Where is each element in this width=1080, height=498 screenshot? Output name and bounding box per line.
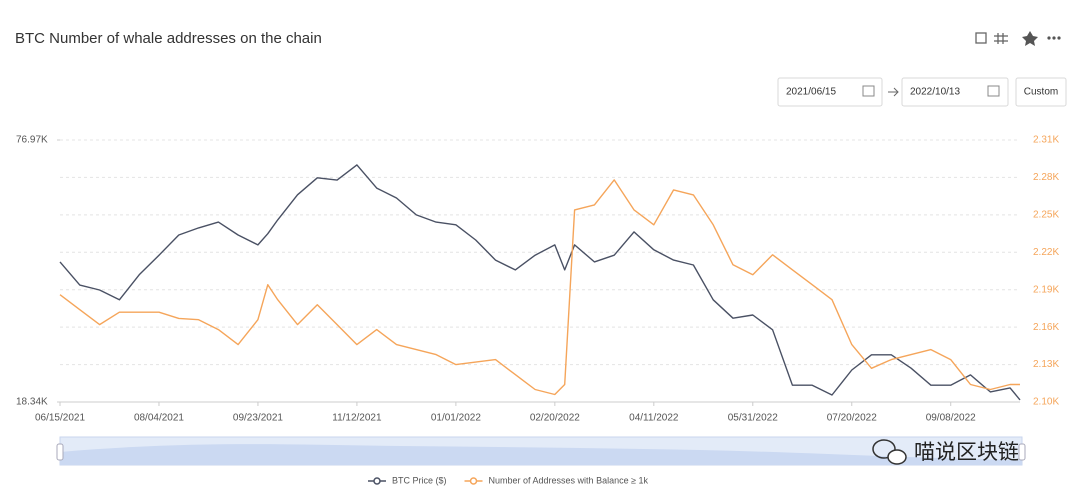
x-tick-label: 02/20/2022 (530, 413, 580, 424)
legend-label[interactable]: Number of Addresses with Balance ≥ 1k (489, 475, 649, 485)
x-tick-label: 01/01/2022 (431, 413, 481, 424)
y2-tick-label: 2.22K (1033, 247, 1059, 258)
x-tick-label: 05/31/2022 (728, 413, 778, 424)
calendar-icon (862, 85, 875, 97)
watermark: 喵说区块链 (872, 439, 1019, 465)
toolbar (975, 31, 1061, 46)
export-icon[interactable] (975, 32, 987, 44)
start-date-input[interactable] (777, 77, 883, 107)
legend-marker (469, 477, 478, 485)
y-tick-label: 18.34K (16, 397, 48, 408)
x-tick-label: 09/23/2021 (233, 413, 283, 424)
end-date: 2022/10/13 (910, 87, 960, 98)
end-date-input[interactable] (901, 77, 1009, 107)
x-tick-label: 07/20/2022 (827, 413, 877, 424)
watermark-text: 喵说区块链 (914, 440, 1019, 464)
range-button-label[interactable]: Custom (1024, 87, 1058, 98)
legend-marker (373, 477, 381, 485)
y2-tick-label: 2.10K (1033, 397, 1059, 408)
arrow-icon (888, 87, 899, 97)
calendar-icon (987, 85, 1000, 97)
y2-tick-label: 2.28K (1033, 172, 1059, 183)
x-tick-label: 11/12/2021 (332, 413, 382, 424)
x-tick-label: 04/11/2022 (629, 413, 679, 424)
y2-tick-label: 2.16K (1033, 322, 1059, 333)
star-icon[interactable] (1022, 31, 1038, 46)
series-line (59, 164, 1021, 401)
x-tick-label: 09/08/2022 (926, 413, 976, 424)
y2-tick-label: 2.13K (1033, 359, 1059, 370)
x-tick-label: 06/15/2021 (35, 413, 85, 424)
range-button[interactable] (1015, 77, 1067, 107)
x-tick-label: 08/04/2021 (134, 413, 184, 424)
more-icon[interactable] (1047, 36, 1061, 40)
legend-label[interactable]: BTC Price ($) (392, 475, 447, 485)
navigator-handle[interactable] (56, 443, 64, 461)
navigator-handle[interactable] (1018, 443, 1026, 461)
grid-icon[interactable] (994, 33, 1008, 44)
y2-tick-label: 2.31K (1033, 135, 1059, 146)
y2-tick-label: 2.19K (1033, 284, 1059, 295)
y-tick-label: 76.97K (16, 135, 48, 146)
y2-tick-label: 2.25K (1033, 209, 1059, 220)
chart-title: BTC Number of whale addresses on the cha… (15, 30, 322, 47)
start-date: 2021/06/15 (786, 87, 836, 98)
navigator-preview (60, 444, 1022, 465)
series-line (59, 179, 1020, 396)
